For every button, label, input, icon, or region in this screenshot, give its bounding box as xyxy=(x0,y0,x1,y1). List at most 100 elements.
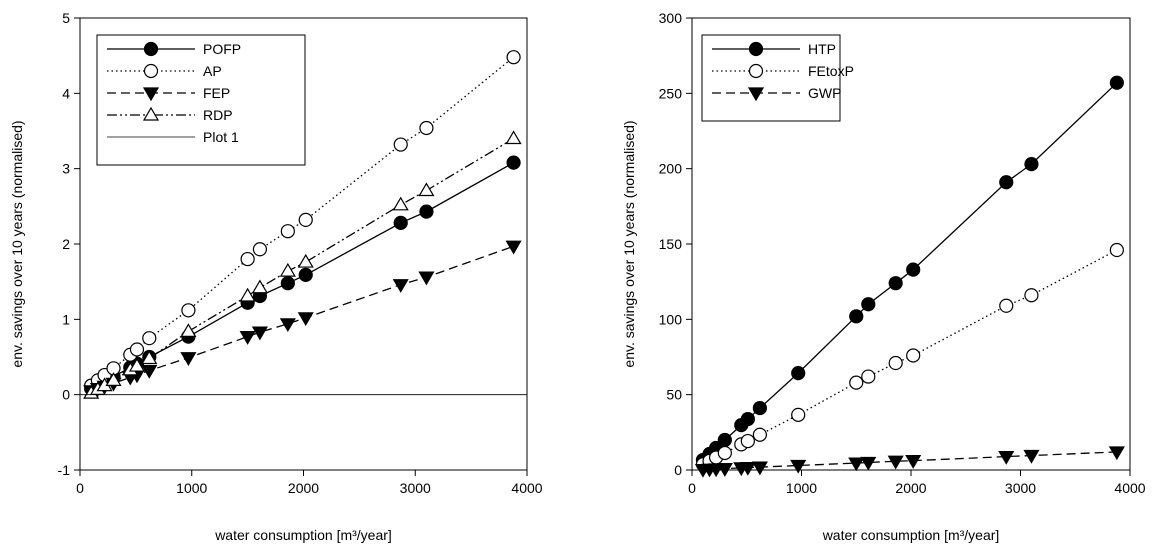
marker xyxy=(393,215,408,231)
legend-label: RDP xyxy=(203,107,233,123)
y-axis-label: env. savings over 10 years (normalised) xyxy=(9,120,25,367)
marker xyxy=(1024,157,1039,172)
marker xyxy=(240,251,255,267)
marker xyxy=(279,318,296,333)
marker xyxy=(251,326,268,341)
marker xyxy=(418,182,435,197)
y-tick-label: 1 xyxy=(62,311,70,327)
x-tick-label: 2000 xyxy=(288,480,319,496)
marker xyxy=(999,175,1014,190)
marker xyxy=(849,309,864,324)
x-axis-label: water consumption [m³/year] xyxy=(214,527,392,543)
legend-label: POFP xyxy=(203,41,241,57)
legend-label: HTP xyxy=(808,41,836,57)
marker xyxy=(506,50,521,65)
marker xyxy=(906,262,921,277)
marker xyxy=(128,357,146,372)
marker xyxy=(751,461,768,476)
marker xyxy=(180,352,197,366)
marker xyxy=(239,287,256,302)
marker xyxy=(392,196,409,211)
marker xyxy=(239,331,256,345)
y-tick-label: 2 xyxy=(62,236,70,252)
marker xyxy=(998,450,1015,465)
marker xyxy=(105,372,122,386)
marker xyxy=(1024,288,1039,303)
y-tick-label: 50 xyxy=(666,387,682,403)
legend-marker xyxy=(142,106,160,121)
marker xyxy=(752,400,767,416)
marker xyxy=(181,303,196,318)
marker xyxy=(1023,449,1040,464)
x-tick-label: 0 xyxy=(688,480,696,496)
marker xyxy=(739,461,756,476)
marker xyxy=(141,364,158,379)
marker xyxy=(740,411,755,427)
marker xyxy=(280,276,295,291)
legend-label: Plot 1 xyxy=(203,129,239,145)
marker xyxy=(1109,75,1124,90)
marker xyxy=(849,375,864,390)
marker xyxy=(905,455,922,469)
y-tick-label: 150 xyxy=(659,236,683,252)
marker xyxy=(999,298,1014,313)
marker xyxy=(141,350,158,365)
y-tick-label: 250 xyxy=(659,85,683,101)
marker xyxy=(505,130,522,145)
marker xyxy=(887,455,904,470)
y-tick-label: 5 xyxy=(62,10,70,26)
marker xyxy=(888,276,903,291)
marker xyxy=(860,456,877,471)
marker xyxy=(393,137,408,152)
marker xyxy=(419,204,434,219)
marker xyxy=(1109,242,1124,258)
marker xyxy=(142,331,157,346)
x-tick-label: 4000 xyxy=(511,480,542,496)
marker xyxy=(298,267,313,282)
marker xyxy=(888,355,903,371)
y-tick-label: -1 xyxy=(58,462,71,478)
marker xyxy=(298,212,313,227)
legend-marker xyxy=(142,87,160,102)
legend-box xyxy=(96,34,306,166)
x-tick-label: 1000 xyxy=(176,480,207,496)
marker xyxy=(848,457,865,472)
y-tick-label: 4 xyxy=(62,85,70,101)
marker xyxy=(716,463,733,477)
x-tick-label: 3000 xyxy=(1005,480,1036,496)
marker xyxy=(180,323,197,337)
marker xyxy=(252,242,268,257)
marker xyxy=(861,297,876,312)
marker xyxy=(505,240,522,255)
legend-marker xyxy=(143,41,159,57)
legend-label: GWP xyxy=(808,85,841,101)
y-tick-label: 200 xyxy=(659,161,683,177)
legend-marker xyxy=(748,63,764,79)
x-tick-label: 1000 xyxy=(786,480,817,496)
marker xyxy=(506,155,521,170)
y-tick-label: 3 xyxy=(62,161,70,177)
x-tick-label: 4000 xyxy=(1114,480,1145,496)
marker xyxy=(392,279,409,293)
marker xyxy=(279,262,296,277)
marker xyxy=(1108,446,1125,461)
marker xyxy=(129,342,145,357)
marker xyxy=(418,271,435,286)
legend-marker xyxy=(747,87,765,102)
x-tick-label: 3000 xyxy=(400,480,431,496)
marker xyxy=(419,120,434,136)
marker xyxy=(752,427,767,442)
legend-label: AP xyxy=(203,63,222,79)
marker xyxy=(791,366,806,381)
legend-label: FEP xyxy=(203,85,230,101)
marker xyxy=(717,432,732,448)
legend-marker xyxy=(143,63,159,79)
marker xyxy=(740,433,755,449)
marker xyxy=(717,445,732,461)
y-tick-label: 0 xyxy=(674,462,682,478)
y-tick-label: 100 xyxy=(659,311,683,327)
legend-label: FEtoxP xyxy=(808,63,854,79)
series-line xyxy=(90,56,514,387)
marker xyxy=(906,348,921,363)
